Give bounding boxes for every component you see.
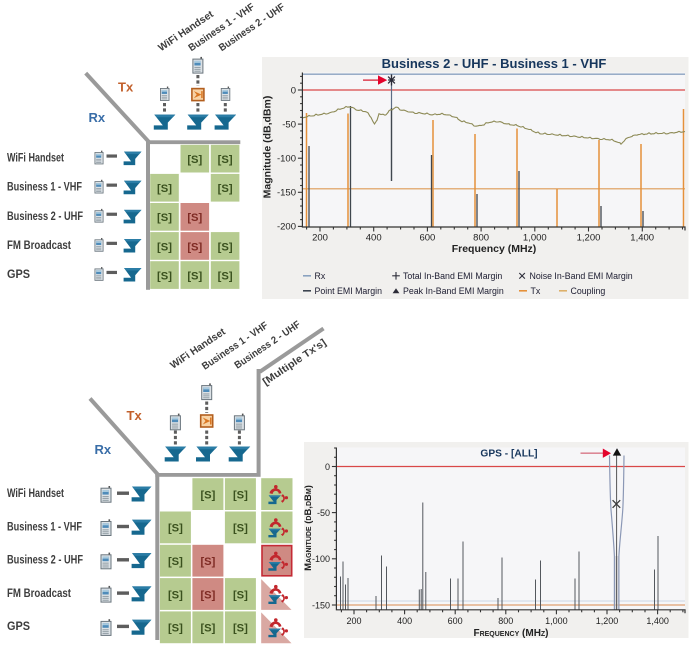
svg-text:[S]: [S] <box>168 623 183 635</box>
svg-text:Tx: Tx <box>531 286 541 296</box>
svg-text:Business 2 - UHF: Business 2 - UHF <box>7 555 83 567</box>
svg-text:-200: -200 <box>277 222 296 233</box>
svg-text:[S]: [S] <box>218 154 233 166</box>
svg-text:-100: -100 <box>312 554 330 564</box>
svg-text:FM Broadcast: FM Broadcast <box>7 240 71 252</box>
svg-text:Rx: Rx <box>315 271 326 281</box>
svg-text:400: 400 <box>397 616 412 626</box>
svg-text:GPS: GPS <box>7 621 30 633</box>
svg-text:[S]: [S] <box>218 270 233 282</box>
svg-text:Tx: Tx <box>127 408 143 423</box>
svg-text:Business 1 - VHF: Business 1 - VHF <box>7 182 82 194</box>
svg-text:400: 400 <box>366 233 382 244</box>
svg-text:Coupling: Coupling <box>571 286 606 296</box>
svg-text:Business 1 - VHF: Business 1 - VHF <box>7 521 82 533</box>
svg-text:-50: -50 <box>282 119 296 130</box>
svg-text:[S]: [S] <box>187 212 202 224</box>
svg-text:[S]: [S] <box>218 241 233 253</box>
svg-text:Frequency (MHz): Frequency (MHz) <box>473 628 548 639</box>
svg-text:[S]: [S] <box>218 183 233 195</box>
svg-text:GPS: GPS <box>7 269 30 281</box>
svg-text:200: 200 <box>346 616 361 626</box>
svg-text:Rx: Rx <box>89 110 106 125</box>
svg-text:1,200: 1,200 <box>596 616 619 626</box>
svg-text:WiFi Handset: WiFi Handset <box>7 488 64 500</box>
svg-text:[S]: [S] <box>187 154 202 166</box>
svg-text:[S]: [S] <box>200 623 215 635</box>
svg-text:Magnitude (dB,dBm): Magnitude (dB,dBm) <box>303 485 314 571</box>
svg-text:-50: -50 <box>317 508 330 518</box>
svg-text:600: 600 <box>419 233 435 244</box>
svg-text:Magnitude (dB,dBm): Magnitude (dB,dBm) <box>262 96 274 199</box>
svg-text:[S]: [S] <box>157 212 172 224</box>
svg-text:[S]: [S] <box>233 489 248 501</box>
svg-text:-150: -150 <box>277 188 296 199</box>
svg-text:[S]: [S] <box>157 183 172 195</box>
svg-text:Business 2 - UHF: Business 2 - UHF <box>7 211 83 223</box>
svg-text:1,000: 1,000 <box>545 616 568 626</box>
svg-text:[S]: [S] <box>233 589 248 601</box>
svg-text:0: 0 <box>291 85 296 96</box>
svg-text:Tx: Tx <box>118 80 134 95</box>
svg-text:[S]: [S] <box>157 270 172 282</box>
svg-text:[S]: [S] <box>168 556 183 568</box>
svg-text:[S]: [S] <box>168 589 183 601</box>
svg-text:[S]: [S] <box>233 623 248 635</box>
svg-text:0: 0 <box>325 462 330 472</box>
svg-text:-100: -100 <box>277 154 296 165</box>
svg-text:1,000: 1,000 <box>523 233 547 244</box>
svg-text:Peak In-Band EMI Margin: Peak In-Band EMI Margin <box>403 286 504 296</box>
svg-text:Rx: Rx <box>95 442 112 457</box>
svg-text:[S]: [S] <box>168 523 183 535</box>
svg-text:Point EMI Margin: Point EMI Margin <box>315 286 383 296</box>
svg-text:[S]: [S] <box>233 523 248 535</box>
svg-text:WiFi Handset: WiFi Handset <box>7 153 64 165</box>
svg-text:[S]: [S] <box>157 241 172 253</box>
svg-text:800: 800 <box>498 616 513 626</box>
svg-text:FM Broadcast: FM Broadcast <box>7 588 71 600</box>
svg-text:1,200: 1,200 <box>577 233 601 244</box>
svg-text:1,400: 1,400 <box>630 233 654 244</box>
svg-text:200: 200 <box>312 233 328 244</box>
svg-text:Frequency (MHz): Frequency (MHz) <box>452 243 537 255</box>
svg-text:[S]: [S] <box>200 589 215 601</box>
svg-text:Business 2 - UHF - Business 1: Business 2 - UHF - Business 1 - VHF <box>382 56 607 71</box>
svg-text:[S]: [S] <box>200 556 215 568</box>
svg-text:[S]: [S] <box>187 270 202 282</box>
svg-text:600: 600 <box>448 616 463 626</box>
svg-text:Noise In-Band EMI Margin: Noise In-Band EMI Margin <box>530 271 633 281</box>
svg-text:800: 800 <box>473 233 489 244</box>
svg-text:Total In-Band EMI Margin: Total In-Band EMI Margin <box>403 271 502 281</box>
svg-text:[S]: [S] <box>187 241 202 253</box>
svg-text:-150: -150 <box>312 600 330 610</box>
svg-text:GPS - [ALL]: GPS - [ALL] <box>480 449 537 460</box>
svg-text:1,400: 1,400 <box>646 616 669 626</box>
svg-text:WiFi Handset: WiFi Handset <box>169 326 229 371</box>
svg-text:[S]: [S] <box>200 489 215 501</box>
